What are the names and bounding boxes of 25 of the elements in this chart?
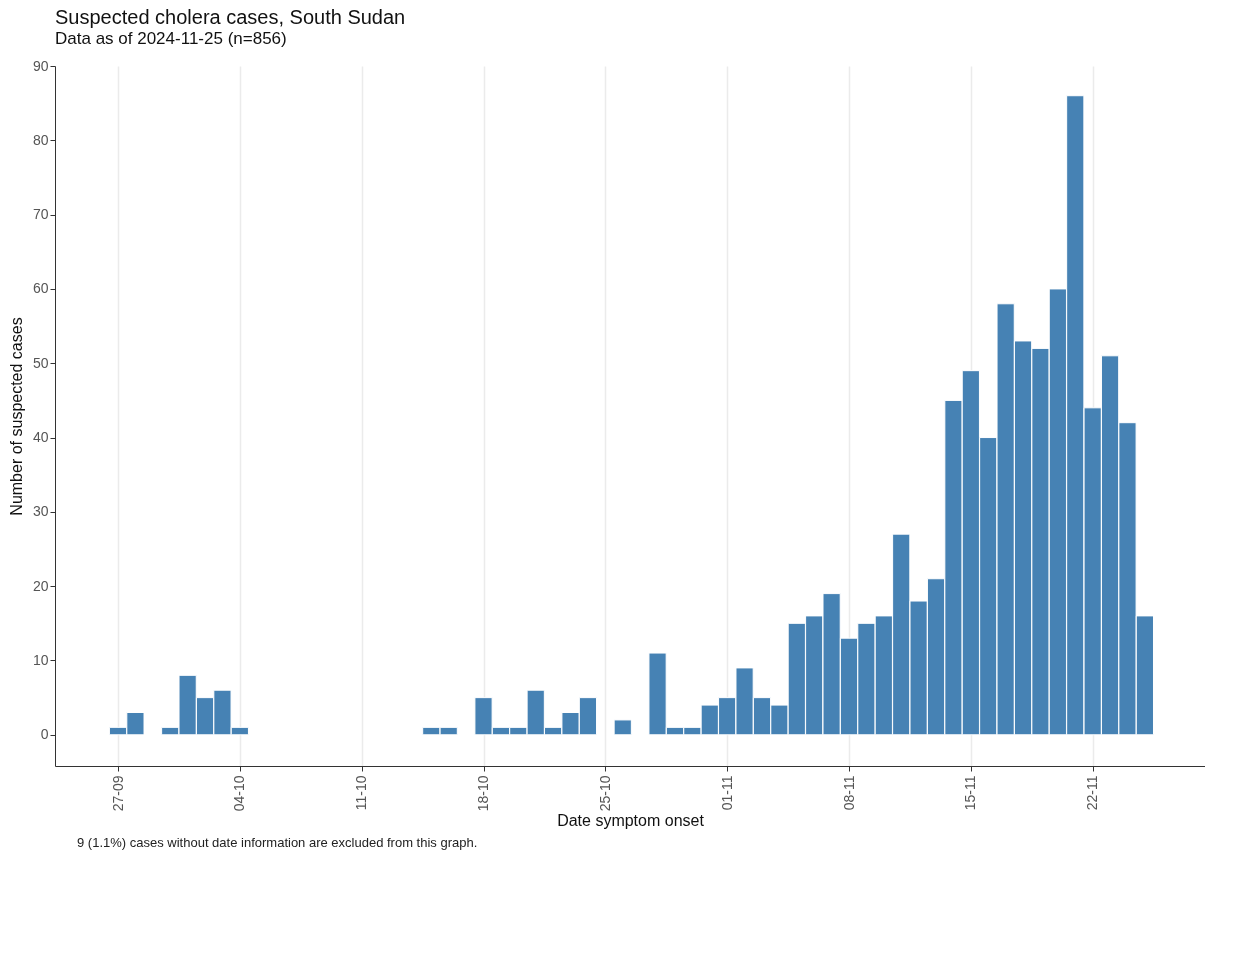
y-tick-label: 10 <box>32 651 49 668</box>
x-tick-label: 01-11 <box>718 775 735 811</box>
x-tick-label: 08-11 <box>840 775 857 811</box>
y-tick-label: 20 <box>32 577 49 594</box>
y-tick-label: 30 <box>32 503 49 520</box>
y-tick-label: 70 <box>32 206 49 223</box>
y-axis-title: Number of suspected cases <box>7 317 25 516</box>
y-tick-label: 40 <box>32 429 49 446</box>
x-tick-label: 18-10 <box>475 775 492 812</box>
bar <box>613 719 632 736</box>
x-tick-label: 27-09 <box>109 775 126 812</box>
x-tick-label: 04-10 <box>231 775 248 812</box>
x-tick-label: 25-10 <box>596 775 613 812</box>
y-tick-label: 0 <box>40 726 49 743</box>
y-tick-label: 90 <box>32 57 49 74</box>
y-tick-label: 80 <box>32 131 49 148</box>
y-tick-label: 60 <box>32 280 49 297</box>
x-tick-label: 22-11 <box>1084 775 1101 811</box>
x-axis-title: Date symptom onset <box>557 812 705 830</box>
chart-subtitle: Data as of 2024-11-25 (n=856) <box>55 29 287 48</box>
chart-title: Suspected cholera cases, South Sudan <box>55 6 406 28</box>
x-tick-label: 15-11 <box>962 775 979 811</box>
text: 9 (1.1%) cases without date information are excluded from this graph. <box>77 835 479 850</box>
x-tick-label: 11-10 <box>353 775 370 811</box>
y-tick-label: 50 <box>32 354 49 371</box>
